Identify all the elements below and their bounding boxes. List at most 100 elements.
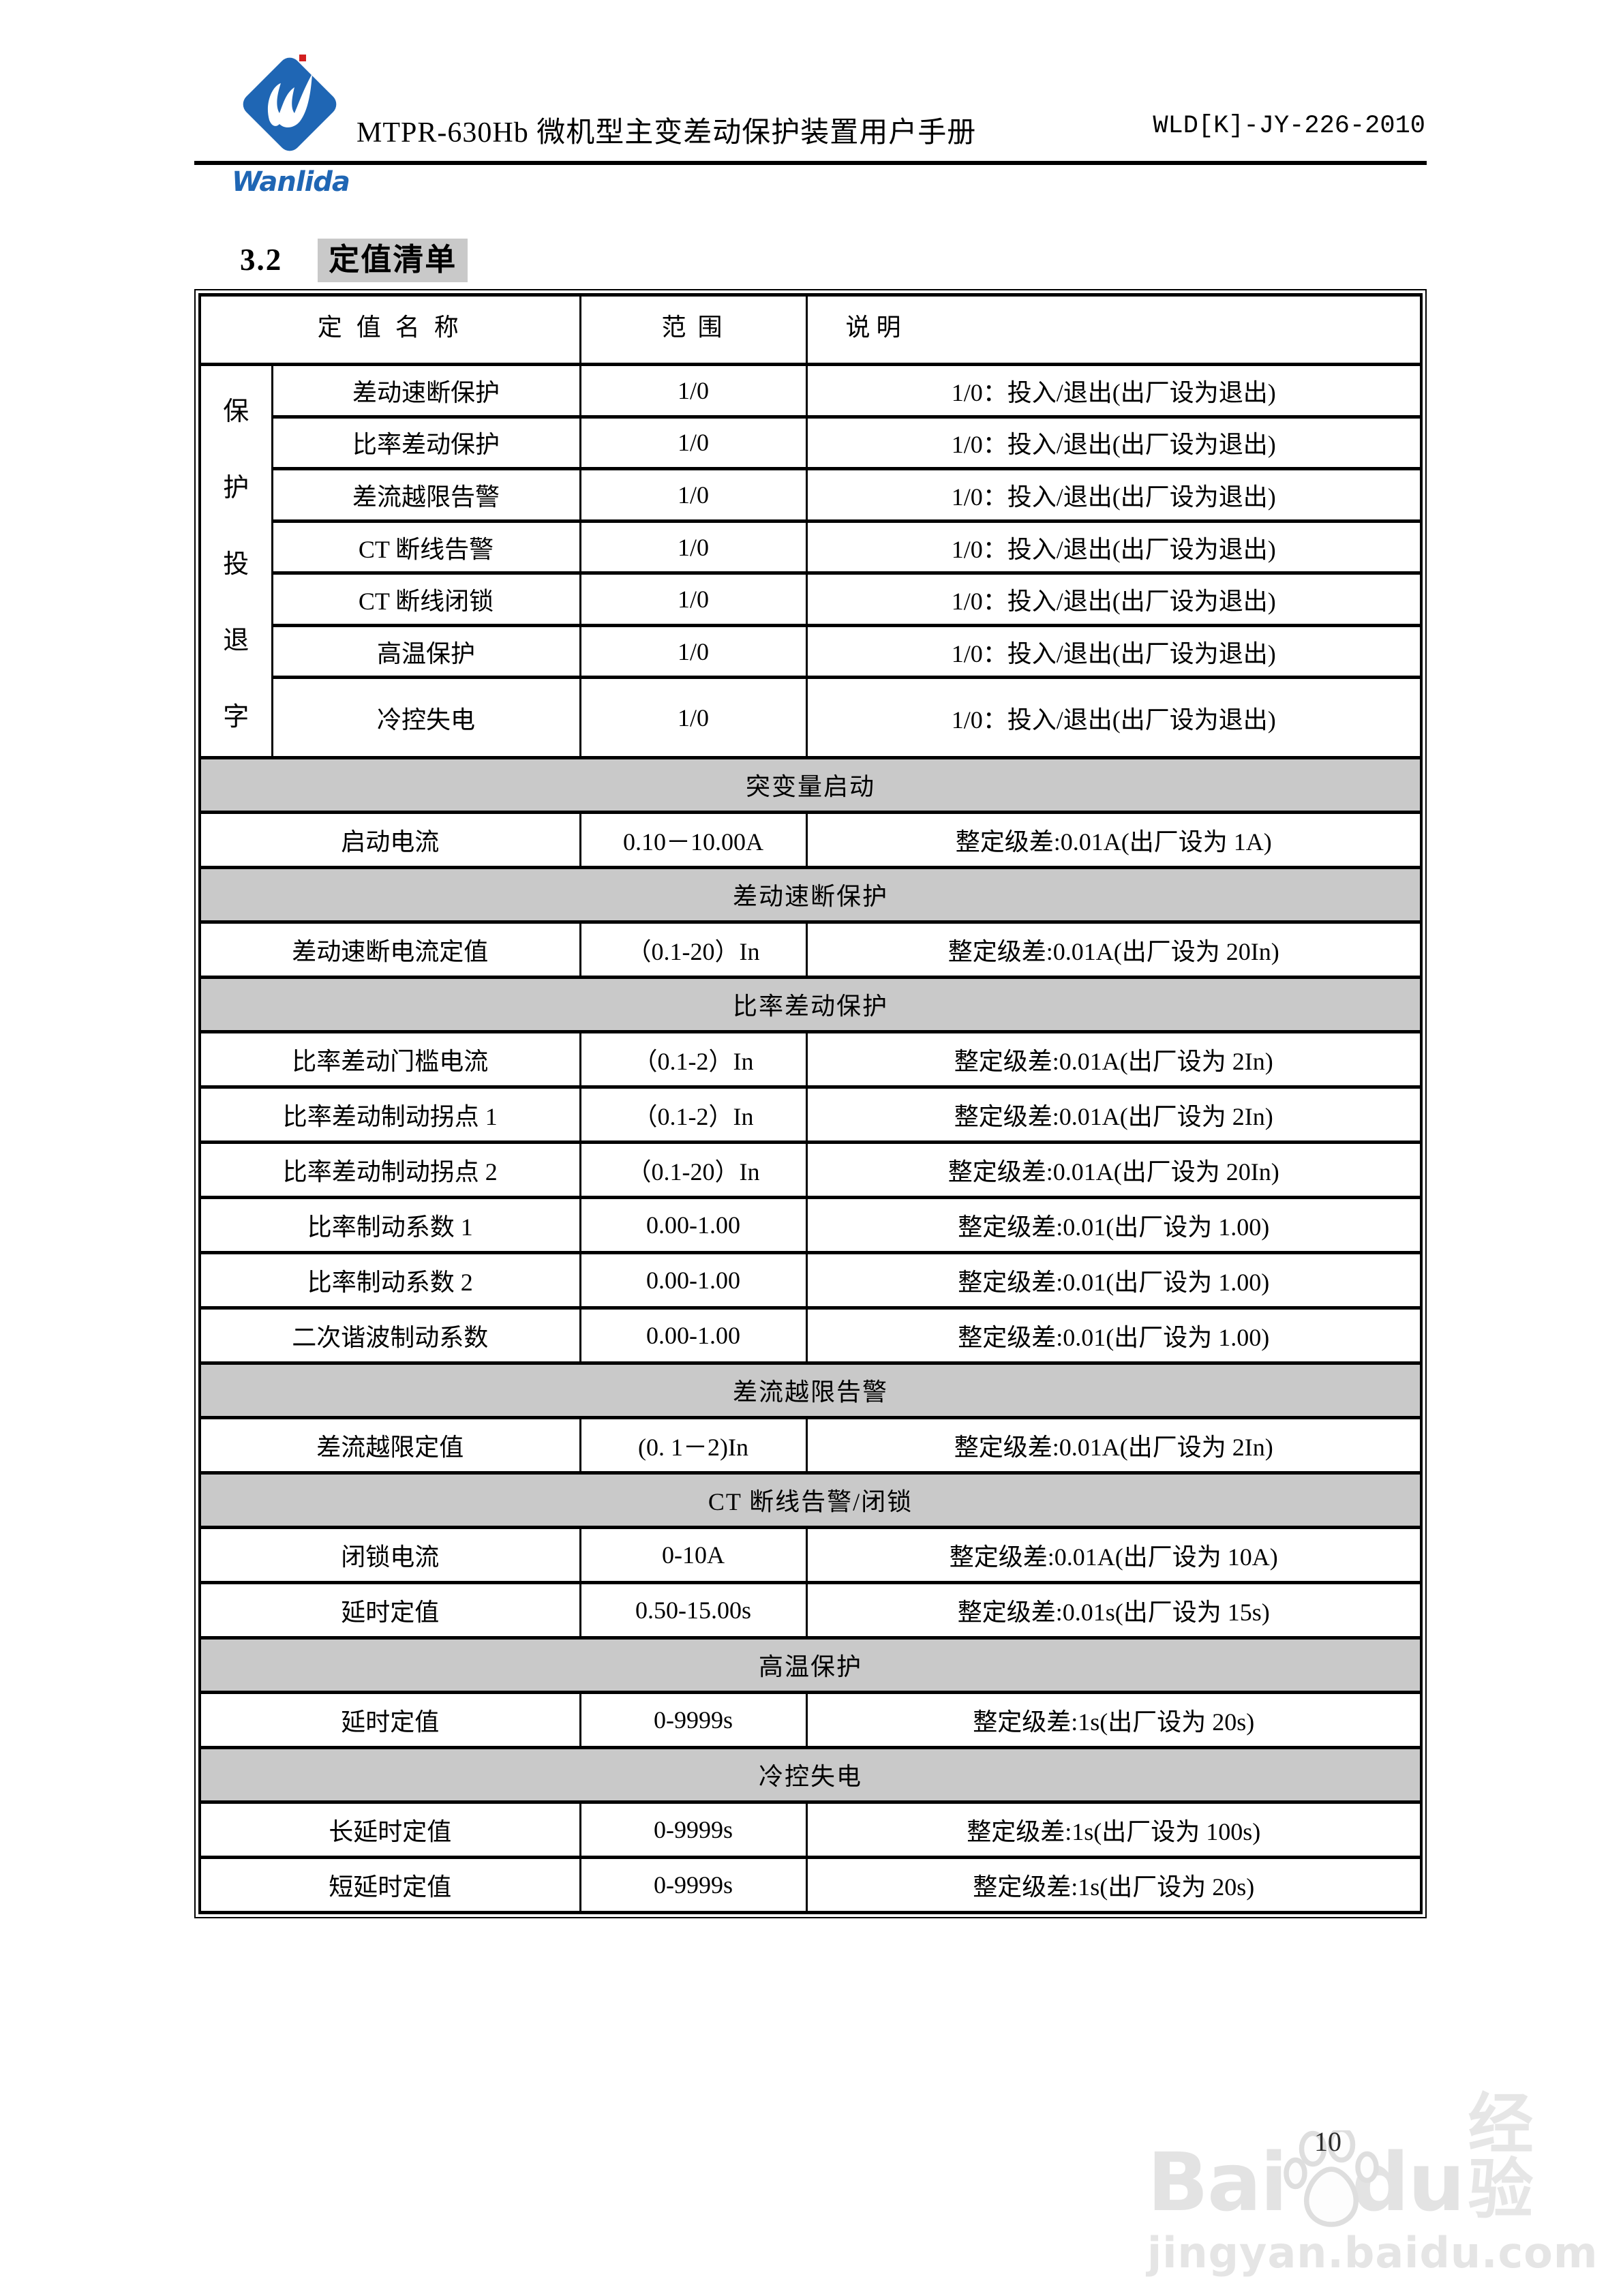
paw-icon: [1282, 2126, 1384, 2235]
table-row: CT 断线告警 1/0 1/0：投入/退出(出厂设为退出): [200, 519, 1423, 575]
desc-cell: 整定级差:1s(出厂设为 100s): [805, 1800, 1423, 1859]
group-label-cell: 保护投退字: [198, 363, 273, 759]
setting-name-cell: 短延时定值: [198, 1856, 581, 1914]
table-row: CT 断线闭锁 1/0 1/0：投入/退出(出厂设为退出): [200, 571, 1423, 627]
desc-cell: 1/0：投入/退出(出厂设为退出): [805, 467, 1423, 523]
setting-name-cell: 冷控失电: [271, 676, 581, 759]
table-row: 差动速断电流定值 （0.1-20）In 整定级差:0.01A(出厂设为 20In): [198, 920, 1423, 979]
watermark-jingyan-text: 经验: [1468, 2086, 1535, 2228]
desc-cell: 整定级差:0.01A(出厂设为 2In): [805, 1085, 1423, 1144]
col-header-name: 定 值 名 称: [198, 293, 581, 366]
document-number: WLD[K]-JY-226-2010: [1153, 112, 1425, 140]
desc-cell: 整定级差:0.01(出厂设为 1.00): [805, 1251, 1423, 1310]
section-title-row: 差流越限告警: [198, 1361, 1423, 1419]
range-cell: 0.00-1.00: [579, 1251, 808, 1310]
setting-name-cell: 比率差动制动拐点 1: [198, 1085, 581, 1144]
settings-table: 定 值 名 称 范 围 说 明 保护投退字差动速断保护 1/0 1/0：投入/退出(…: [198, 293, 1423, 1914]
desc-cell: 整定级差:0.01s(出厂设为 15s): [805, 1581, 1423, 1640]
section-title-cell: 比率差动保护: [198, 976, 1423, 1033]
desc-cell: 1/0：投入/退出(出厂设为退出): [805, 519, 1423, 575]
section-number: 3.2: [240, 243, 283, 277]
desc-cell: 1/0：投入/退出(出厂设为退出): [805, 414, 1423, 471]
group-label-char: 保: [223, 397, 249, 426]
range-cell: （0.1-20）In: [579, 1141, 808, 1199]
section-title-row: 差动速断保护: [198, 866, 1423, 924]
header-divider: [194, 161, 1427, 165]
logo-wordmark: Wanlida: [232, 166, 350, 198]
group-label-char: 护: [223, 473, 249, 502]
desc-cell: 1/0：投入/退出(出厂设为退出): [805, 676, 1423, 759]
table-row: 差流越限告警 1/0 1/0：投入/退出(出厂设为退出): [200, 467, 1423, 523]
watermark-url-text: jingyan.baidu.com: [1147, 2228, 1598, 2278]
setting-name-cell: 比率制动系数 2: [198, 1251, 581, 1310]
setting-name-cell: 比率制动系数 1: [198, 1196, 581, 1254]
range-cell: 0-9999s: [579, 1856, 808, 1914]
table-row: 启动电流 0.10－10.00A 整定级差:0.01A(出厂设为 1A): [198, 811, 1423, 869]
table-body: 保护投退字差动速断保护 1/0 1/0：投入/退出(出厂设为退出) 比率差动保护 1/0…: [198, 363, 1423, 1914]
logo-i-dot-accent: [299, 55, 306, 61]
table-row: 比率制动系数 2 0.00-1.00 整定级差:0.01(出厂设为 1.00): [198, 1251, 1423, 1310]
setting-name-cell: 比率差动门槛电流: [198, 1030, 581, 1089]
wanlida-logo: Wanlida: [232, 53, 350, 198]
section-heading: 3.2 定值清单: [240, 235, 468, 282]
range-cell: 0.50-15.00s: [579, 1581, 808, 1640]
range-cell: 1/0: [579, 414, 808, 471]
watermark-bai-text: Bai: [1147, 2135, 1288, 2229]
setting-name-cell: 差动速断保护: [271, 363, 581, 419]
desc-cell: 整定级差:0.01A(出厂设为 1A): [805, 811, 1423, 869]
table-row: 比率差动制动拐点 2 （0.1-20）In 整定级差:0.01A(出厂设为 20In…: [198, 1141, 1423, 1199]
range-cell: 1/0: [579, 363, 808, 419]
table-row: 延时定值 0.50-15.00s 整定级差:0.01s(出厂设为 15s): [198, 1581, 1423, 1640]
group-label-char: 投: [223, 549, 249, 579]
setting-name-cell: 延时定值: [198, 1581, 581, 1640]
section-title-row: 冷控失电: [198, 1746, 1423, 1804]
table-row: 差流越限定值 (0. 1－2)In 整定级差:0.01A(出厂设为 2In): [198, 1416, 1423, 1475]
settings-table-frame: 定 值 名 称 范 围 说 明 保护投退字差动速断保护 1/0 1/0：投入/退出(…: [194, 289, 1427, 1918]
range-cell: （0.1-2）In: [579, 1030, 808, 1089]
section-title-row: CT 断线告警/闭锁: [198, 1471, 1423, 1529]
range-cell: 1/0: [579, 467, 808, 523]
range-cell: 0-9999s: [579, 1800, 808, 1859]
table-row: 比率差动制动拐点 1 （0.1-2）In 整定级差:0.01A(出厂设为 2In): [198, 1085, 1423, 1144]
desc-cell: 整定级差:0.01A(出厂设为 2In): [805, 1030, 1423, 1089]
desc-cell: 整定级差:0.01A(出厂设为 20In): [805, 920, 1423, 979]
range-cell: 1/0: [579, 676, 808, 759]
setting-name-cell: 长延时定值: [198, 1800, 581, 1859]
range-cell: (0. 1－2)In: [579, 1416, 808, 1475]
section-title-cell: 差动速断保护: [198, 866, 1423, 924]
section-title-row: 高温保护: [198, 1636, 1423, 1694]
group-label-char: 退: [223, 626, 249, 655]
table-row: 比率差动保护 1/0 1/0：投入/退出(出厂设为退出): [200, 414, 1423, 471]
desc-cell: 整定级差:0.01A(出厂设为 20In): [805, 1141, 1423, 1199]
section-title-cell: CT 断线告警/闭锁: [198, 1471, 1423, 1529]
range-cell: 0.00-1.00: [579, 1306, 808, 1365]
group-label-char: 字: [223, 702, 249, 731]
setting-name-cell: 差动速断电流定值: [198, 920, 581, 979]
section-title-cell: 突变量启动: [198, 756, 1423, 814]
table-header-row: 定 值 名 称 范 围 说 明: [198, 293, 1423, 366]
range-cell: 0.00-1.00: [579, 1196, 808, 1254]
setting-name-cell: 差流越限告警: [271, 467, 581, 523]
desc-cell: 整定级差:1s(出厂设为 20s): [805, 1691, 1423, 1749]
setting-name-cell: 二次谐波制动系数: [198, 1306, 581, 1365]
table-row: 长延时定值 0-9999s 整定级差:1s(出厂设为 100s): [198, 1800, 1423, 1859]
range-cell: 1/0: [579, 519, 808, 575]
section-title-cell: 差流越限告警: [198, 1361, 1423, 1419]
setting-name-cell: 启动电流: [198, 811, 581, 869]
setting-name-cell: CT 断线告警: [271, 519, 581, 575]
table-row: 高温保护 1/0 1/0：投入/退出(出厂设为退出): [200, 623, 1423, 680]
setting-name-cell: 比率差动制动拐点 2: [198, 1141, 581, 1199]
range-cell: （0.1-20）In: [579, 920, 808, 979]
section-title-highlight: 定值清单: [318, 239, 468, 282]
table-row: 短延时定值 0-9999s 整定级差:1s(出厂设为 20s): [198, 1856, 1423, 1914]
document-title: MTPR-630Hb 微机型主变差动保护装置用户手册: [357, 117, 977, 149]
range-cell: 0.10－10.00A: [579, 811, 808, 869]
section-title-row: 比率差动保护: [198, 976, 1423, 1033]
table-row: 闭锁电流 0-10A 整定级差:0.01A(出厂设为 10A): [198, 1526, 1423, 1584]
range-cell: 0-10A: [579, 1526, 808, 1584]
document-header: Wanlida MTPR-630Hb 微机型主变差动保护装置用户手册 WLD[K…: [194, 55, 1427, 198]
col-header-range: 范 围: [579, 293, 808, 366]
table-row: 延时定值 0-9999s 整定级差:1s(出厂设为 20s): [198, 1691, 1423, 1749]
desc-cell: 1/0：投入/退出(出厂设为退出): [805, 623, 1423, 680]
